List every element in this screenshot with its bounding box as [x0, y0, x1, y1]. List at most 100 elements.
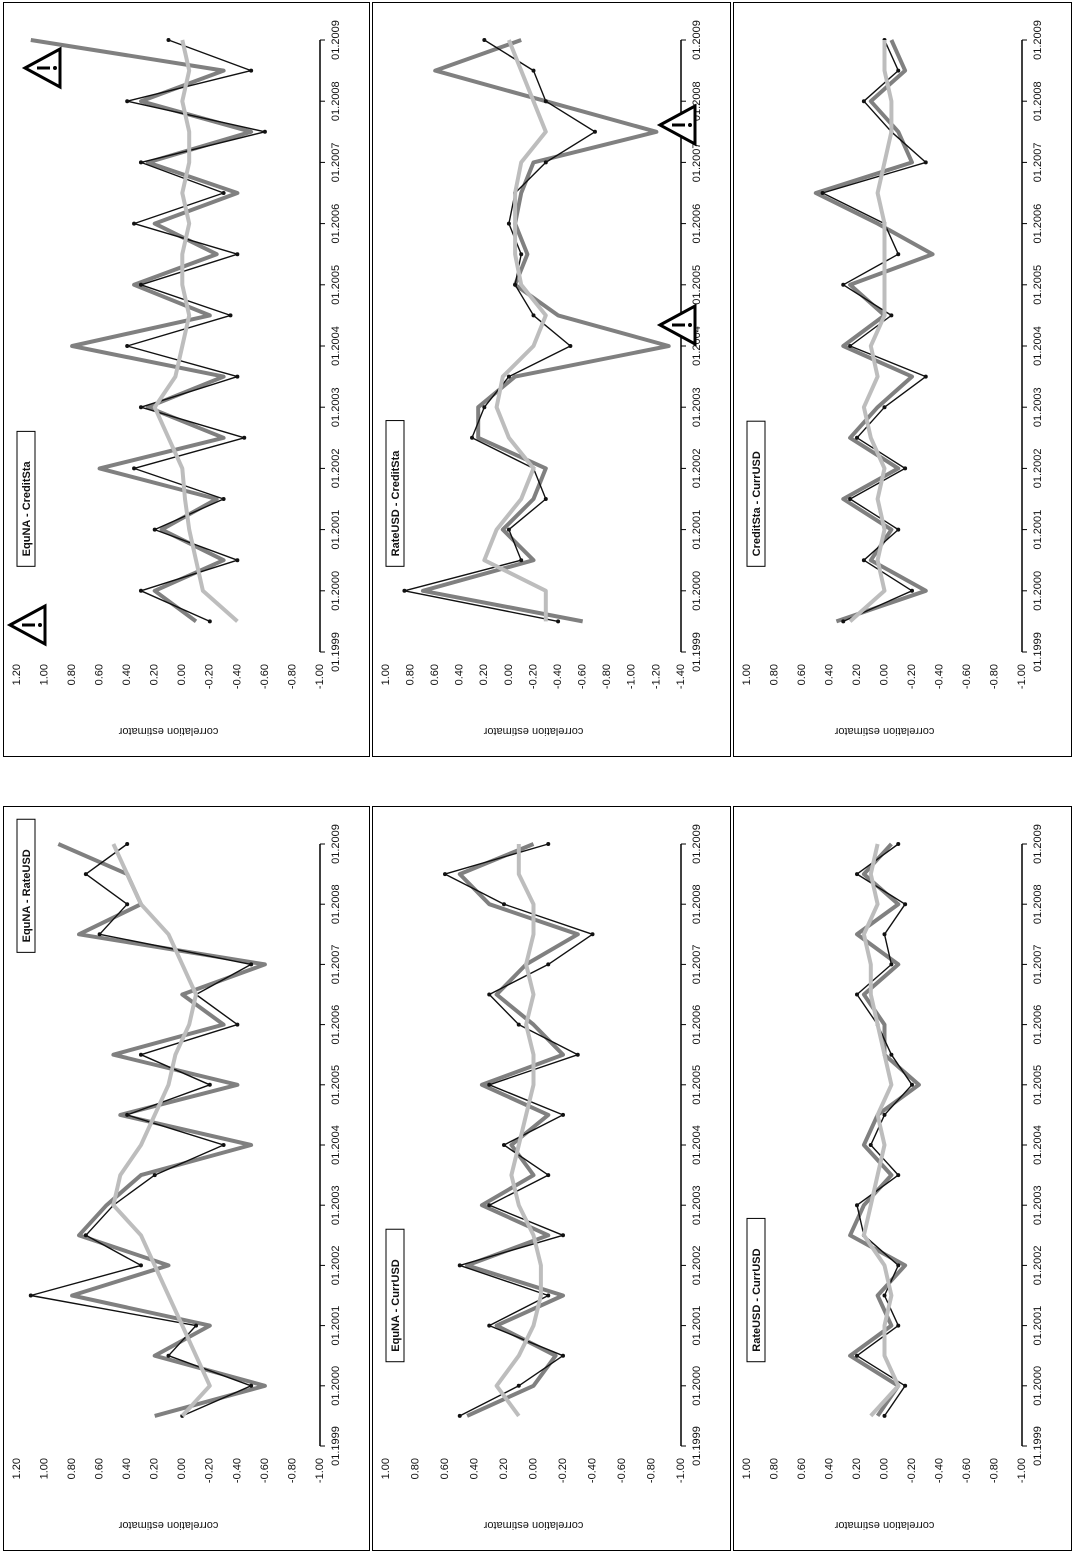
title-box [16, 430, 36, 567]
series-line [420, 38, 671, 624]
y-tick-label: 0.80 [768, 1458, 780, 1479]
y-tick-label: -0.60 [259, 1458, 271, 1483]
series-line [848, 40, 894, 623]
x-tick-label: 01.2005 [691, 265, 703, 305]
series-marker [882, 405, 887, 410]
chart: 1.00 0.80 0.60 0.40 0.20 0.00 -0.20 -0.40 -0.60 -… [733, 806, 1072, 1551]
series-marker [561, 1233, 565, 1238]
series-marker [235, 1022, 240, 1027]
series-marker [519, 252, 524, 257]
warning-icon [6, 603, 47, 647]
series-marker [855, 1203, 859, 1208]
x-tick-label: 01.2003 [330, 1185, 342, 1225]
series-marker [138, 1263, 143, 1268]
y-tick-label: 0.80 [66, 1458, 78, 1479]
x-tick-label: 01.1999 [1032, 632, 1044, 672]
series-marker [506, 374, 511, 379]
series-marker [125, 99, 130, 104]
series-marker [546, 1293, 551, 1298]
series-marker [531, 68, 536, 73]
chart: 1.20 1.00 0.80 0.60 0.40 0.20 0.00 -0.20 -0.40 -0… [3, 2, 370, 757]
series-marker [97, 932, 102, 937]
series-line [111, 843, 212, 1418]
y-axis-title: correlation estimator [483, 1519, 583, 1531]
x-tick-label: 01.2009 [1032, 824, 1044, 864]
series-marker [820, 191, 825, 195]
y-tick-label: 0.40 [121, 1458, 133, 1479]
x-tick-label: 01.2001 [691, 1306, 703, 1346]
y-tick-label: 0.00 [503, 664, 515, 685]
y-tick-label: -0.20 [204, 1458, 216, 1483]
x-tick-label: 01.2006 [330, 204, 342, 244]
series-marker [482, 38, 487, 42]
y-tick-label: -1.00 [626, 664, 638, 689]
y-tick-label: -0.20 [906, 1458, 918, 1483]
series-marker [855, 1353, 859, 1358]
chart: 1.20 1.00 0.80 0.60 0.40 0.20 0.00 -0.20 -0.40 -0… [3, 806, 370, 1551]
series-marker [402, 588, 407, 593]
series-marker [896, 842, 901, 846]
title-box [16, 818, 36, 953]
x-tick-label: 01.2000 [1032, 571, 1044, 611]
x-tick-label: 01.2007 [1032, 945, 1044, 985]
y-axis-title: correlation estimator [118, 1519, 218, 1531]
chart-title: RateUSD - CurrUSD [751, 1248, 763, 1351]
series-marker [923, 160, 928, 165]
x-tick-label: 01.2000 [330, 571, 342, 611]
series-line [57, 842, 267, 1418]
series-line [444, 843, 594, 1417]
y-tick-label: -0.80 [988, 1458, 1000, 1483]
y-tick-label: 0.20 [851, 664, 863, 685]
x-tick-label: 01.2001 [1032, 510, 1044, 550]
series-line [30, 38, 254, 624]
warning-icons [6, 46, 697, 647]
y-tick-label: 1.20 [11, 1458, 23, 1479]
y-tick-label: 0.40 [454, 664, 466, 685]
series-marker [568, 344, 573, 348]
series-marker [83, 1233, 88, 1238]
series-marker [868, 1143, 873, 1147]
series-marker [249, 68, 254, 73]
series-marker [235, 558, 240, 563]
x-tick-label: 01.2006 [691, 1005, 703, 1045]
series-marker [242, 435, 247, 440]
series-marker [221, 497, 226, 501]
x-tick-label: 01.1999 [691, 1426, 703, 1466]
series-marker [125, 902, 130, 907]
warning-icon [21, 46, 62, 90]
y-tick-label: -1.00 [314, 664, 326, 689]
panel-border [733, 2, 1072, 757]
x-tick-label: 01.2003 [1032, 1185, 1044, 1225]
y-tick-label: -1.40 [675, 664, 687, 689]
series-marker [470, 435, 475, 440]
series-marker [235, 374, 240, 379]
y-tick-label: 0.20 [149, 1458, 161, 1479]
series-marker [138, 1052, 143, 1057]
x-tick-label: 01.2006 [691, 204, 703, 244]
y-tick-label: -1.20 [650, 664, 662, 689]
series-marker [889, 313, 894, 318]
series-marker [138, 160, 143, 165]
y-tick-label: 0.60 [429, 664, 441, 685]
series-marker [896, 527, 901, 532]
series-marker [132, 221, 137, 226]
series-marker [132, 466, 137, 471]
title-box [746, 1217, 766, 1363]
series-marker [249, 962, 254, 967]
series-marker [221, 1143, 226, 1147]
series-marker [207, 1082, 212, 1087]
series-marker [882, 932, 887, 937]
x-tick-label: 01.2009 [330, 824, 342, 864]
series-marker [848, 344, 853, 348]
series-marker [487, 1203, 492, 1208]
x-tick-label: 01.2002 [691, 449, 703, 489]
x-tick-label: 01.2000 [1032, 1366, 1044, 1406]
x-tick-label: 01.2007 [330, 945, 342, 985]
x-tick-label: 01.2009 [691, 824, 703, 864]
series-line [494, 844, 543, 1418]
series-marker [138, 405, 143, 410]
series-marker [882, 1112, 887, 1117]
y-tick-label: 0.20 [149, 664, 161, 685]
chart: 1.00 0.80 0.60 0.40 0.20 0.00 -0.20 -0.40 -0.60 -… [372, 806, 731, 1551]
series-marker [889, 962, 894, 967]
